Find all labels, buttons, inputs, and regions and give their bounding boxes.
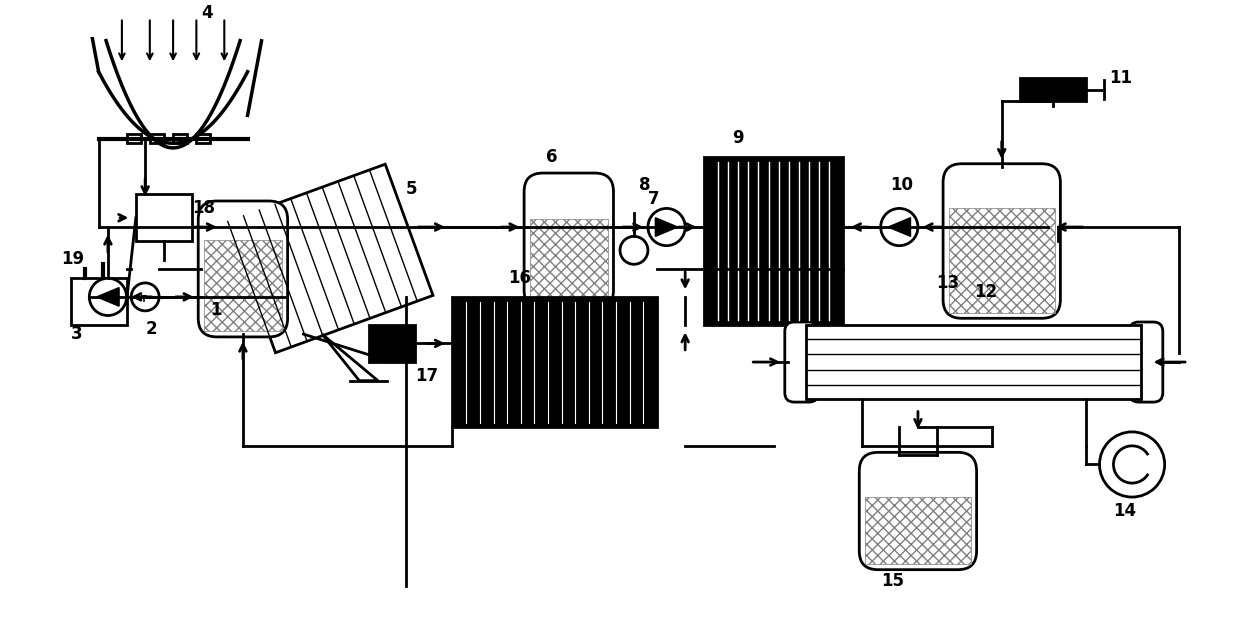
Text: 14: 14 <box>1114 502 1137 520</box>
Text: 6: 6 <box>546 148 557 166</box>
Text: 9: 9 <box>732 129 743 147</box>
Text: T: T <box>140 295 146 304</box>
Text: 10: 10 <box>890 176 913 194</box>
Circle shape <box>620 236 649 265</box>
FancyBboxPatch shape <box>785 322 818 402</box>
Bar <box>806 325 1141 399</box>
FancyBboxPatch shape <box>944 164 1060 318</box>
Text: 11: 11 <box>1109 69 1132 87</box>
Bar <box>136 194 192 241</box>
Text: 16: 16 <box>508 269 531 287</box>
FancyBboxPatch shape <box>1130 322 1163 402</box>
Text: 8: 8 <box>639 176 650 194</box>
Circle shape <box>1100 432 1164 497</box>
Text: 1: 1 <box>211 302 222 320</box>
FancyBboxPatch shape <box>525 173 614 309</box>
Text: 15: 15 <box>880 571 904 590</box>
Bar <box>864 497 971 564</box>
Polygon shape <box>888 218 910 236</box>
Bar <box>126 134 140 143</box>
Bar <box>174 134 187 143</box>
Bar <box>203 240 281 332</box>
Bar <box>368 325 415 362</box>
Text: 18: 18 <box>192 199 215 217</box>
Bar <box>949 208 1055 312</box>
Circle shape <box>89 278 126 316</box>
Bar <box>196 134 211 143</box>
Text: 4: 4 <box>201 4 212 22</box>
Bar <box>150 134 164 143</box>
Text: 2: 2 <box>145 320 156 338</box>
Bar <box>1021 78 1085 102</box>
Bar <box>529 219 608 304</box>
Text: 7: 7 <box>649 190 660 208</box>
Text: 3: 3 <box>71 325 82 343</box>
Polygon shape <box>97 288 119 306</box>
Circle shape <box>649 208 686 245</box>
Text: 13: 13 <box>936 273 960 291</box>
Circle shape <box>131 283 159 311</box>
FancyBboxPatch shape <box>198 201 288 337</box>
Text: 12: 12 <box>973 283 997 301</box>
Bar <box>453 297 657 427</box>
Bar <box>71 278 126 325</box>
Text: 5: 5 <box>405 180 418 199</box>
Bar <box>704 157 843 325</box>
FancyBboxPatch shape <box>859 452 977 570</box>
Polygon shape <box>656 218 678 236</box>
Text: 19: 19 <box>61 250 84 268</box>
Circle shape <box>880 208 918 245</box>
Text: 17: 17 <box>415 367 438 385</box>
Bar <box>228 164 433 353</box>
